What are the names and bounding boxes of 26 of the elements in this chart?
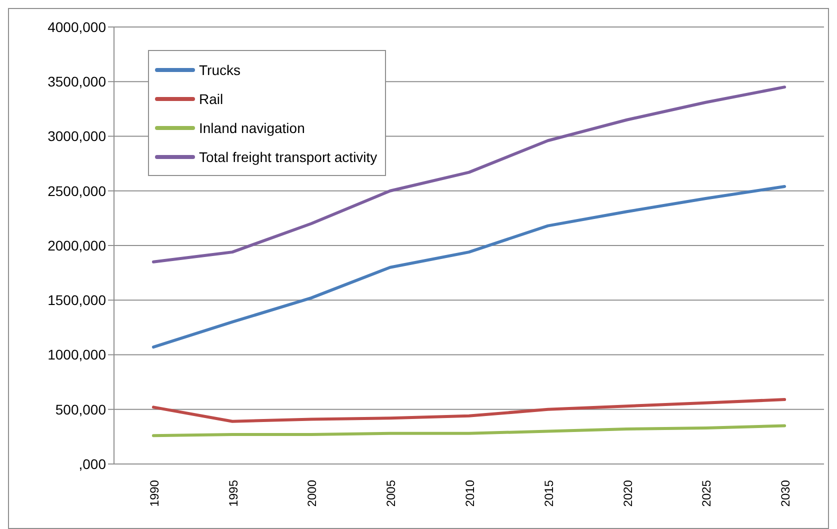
legend-label: Total freight transport activity [199,148,378,164]
y-tick-label: 3000,000 [48,128,106,144]
y-tick-label: 2000,000 [48,237,106,254]
x-tick-label: 2000 [305,480,320,507]
legend-label: Trucks [199,62,240,78]
x-tick-label: 1990 [147,480,162,507]
y-tick-label: 1000,000 [48,346,106,363]
line-series [152,398,786,423]
x-tick-label: 2015 [542,480,556,507]
x-tick-label: 1995 [226,480,240,507]
x-tick-label: 2005 [384,480,398,507]
y-tick-label: 2500,000 [48,182,106,199]
y-tick-label: ,000 [78,456,106,472]
y-tick-label: 3500,000 [48,74,106,90]
line-series [152,424,786,438]
x-tick-label: 2010 [463,480,477,507]
line-series [152,185,786,349]
x-tick-label: 2030 [778,480,793,507]
y-tick-label: 4000,000 [48,18,106,35]
y-tick-label: 500,000 [55,401,106,418]
x-tick-label: 2020 [620,480,635,507]
line-series [152,86,786,264]
x-tick-label: 2025 [700,480,714,507]
legend-label: Rail [199,90,224,106]
y-tick-label: 1500,000 [48,292,106,308]
legend-label: Inland navigation [199,120,305,136]
